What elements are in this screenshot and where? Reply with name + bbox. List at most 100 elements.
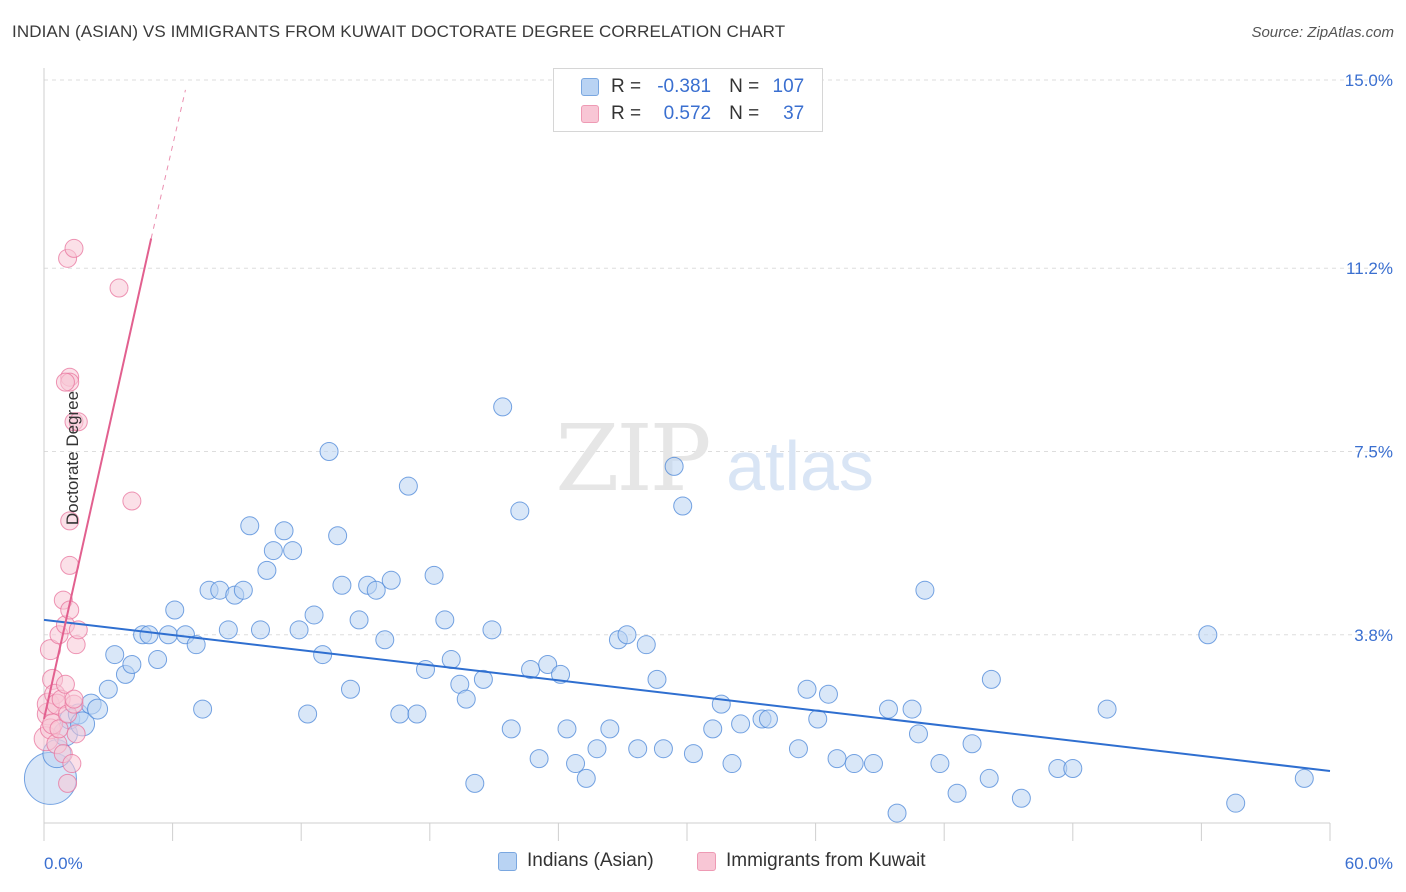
kuwait-point (55, 372, 75, 392)
x-tick-label: 60.0% (1345, 854, 1393, 873)
indians-point (930, 754, 950, 774)
legend-n-label: N = (729, 76, 760, 97)
indians-point (441, 650, 461, 670)
indians-point (1198, 625, 1218, 645)
indians-point (529, 749, 549, 769)
indians-point (962, 734, 982, 754)
axes (43, 68, 1331, 841)
indians-point (947, 783, 967, 803)
indians-point (647, 669, 667, 689)
kuwait-trend-extension (150, 89, 186, 239)
indians-point (501, 719, 521, 739)
indians-point (566, 754, 586, 774)
indians-point (186, 635, 206, 655)
indians-point (424, 565, 444, 585)
indians-point (703, 719, 723, 739)
indians-point (915, 580, 935, 600)
indians-point (313, 645, 333, 665)
indians-point (636, 635, 656, 655)
kuwait-point (62, 754, 82, 774)
indians-point (319, 442, 339, 461)
legend-r-value: 0.572 (663, 103, 712, 124)
indians-point (908, 724, 928, 744)
legend-n-value: 37 (783, 103, 805, 124)
indians-point (340, 679, 360, 699)
indians-point (407, 704, 427, 724)
indians-point (683, 744, 703, 764)
indians-point (731, 714, 751, 734)
indians-point (878, 699, 898, 719)
watermark-zip: ZIP (555, 405, 708, 512)
y-tick-label: 7.5% (1354, 443, 1393, 462)
indians-point (98, 679, 118, 699)
legend-swatch-pink (581, 105, 599, 123)
indians-point (274, 521, 294, 541)
indians-point (887, 803, 907, 823)
kuwait-point (49, 719, 69, 739)
indians-point (1294, 768, 1314, 788)
indians-point (381, 570, 401, 590)
indians-point (551, 664, 571, 684)
indians-point (673, 496, 693, 516)
indians-point (298, 704, 318, 724)
kuwait-point (66, 724, 86, 744)
indians-point (349, 610, 369, 630)
indians-point (576, 768, 596, 788)
kuwait-point (109, 278, 129, 298)
indians-point (1011, 788, 1031, 808)
indians-point (139, 625, 159, 645)
indians-point (587, 739, 607, 759)
y-tick-label: 15.0% (1345, 71, 1393, 90)
legend-n-value: 107 (772, 76, 805, 97)
legend-r-label: R = (611, 103, 642, 124)
indians-point (398, 476, 418, 496)
indians-point (818, 684, 838, 704)
legend-label-indians: Indians (Asian) (527, 850, 654, 871)
kuwait-point (68, 412, 88, 432)
indians-point (1097, 699, 1117, 719)
legend-item-indians: Indians (Asian) (498, 850, 654, 872)
indians-point (257, 560, 277, 580)
legend-swatch-blue (498, 851, 517, 871)
indians-point (148, 650, 168, 670)
legend-row-indians: R = -0.381 N = 107 (554, 74, 804, 100)
indians-point (375, 630, 395, 650)
indians-point (722, 754, 742, 774)
indians-point (797, 679, 817, 699)
indians-point (328, 526, 348, 546)
indians-point (435, 610, 455, 630)
x-tick-label: 0.0% (44, 854, 83, 873)
indians-point (193, 699, 213, 719)
kuwait-point (64, 689, 84, 709)
indians-point (653, 739, 673, 759)
legend-swatch-blue (581, 78, 599, 96)
watermark-atlas: atlas (726, 427, 874, 505)
watermark: ZIP atlas (555, 405, 874, 512)
indians-point (1226, 793, 1246, 813)
indians-point (902, 699, 922, 719)
indians-point (304, 605, 324, 625)
indians-point (105, 645, 125, 665)
indians-point (758, 709, 778, 729)
kuwait-point (64, 238, 84, 258)
series-indians-points (23, 397, 1314, 823)
indians-point (366, 580, 386, 600)
legend-swatch-pink (697, 851, 716, 871)
tick-labels: 3.8% 7.5% 11.2% 15.0% 0.0% 60.0% (44, 71, 1393, 873)
indians-point (808, 709, 828, 729)
legend-n-label: N = (729, 103, 760, 124)
indians-point (240, 516, 260, 536)
indians-point (493, 397, 513, 417)
indians-point (628, 739, 648, 759)
indians-point (600, 719, 620, 739)
indians-point (617, 625, 637, 645)
y-tick-label: 3.8% (1354, 626, 1393, 645)
indians-point (456, 689, 476, 709)
indians-point (1063, 759, 1083, 779)
kuwait-point (55, 674, 75, 694)
y-axis-label: Doctorate Degree (63, 390, 83, 526)
kuwait-point (122, 491, 142, 511)
correlation-legend: R = -0.381 N = 107 R = 0.572 N = 37 (553, 68, 823, 132)
indians-trend-line (43, 618, 1331, 772)
indians-point (510, 501, 530, 521)
